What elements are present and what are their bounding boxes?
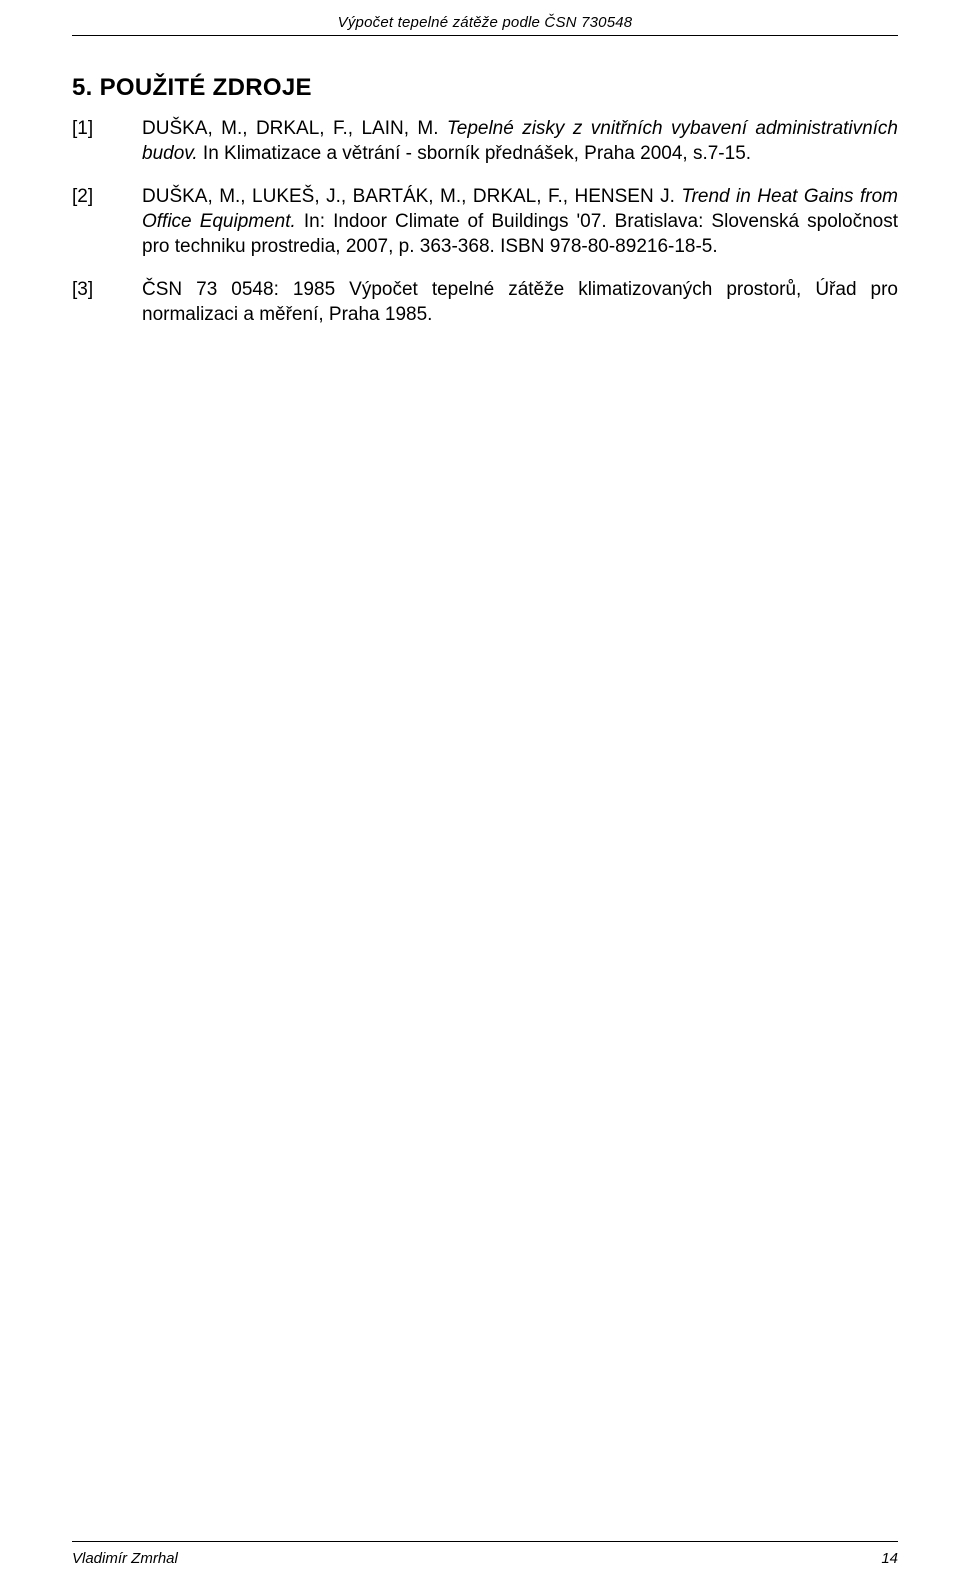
reference-text-pre: ČSN 73 0548: 1985 Výpočet tepelné zátěže…	[142, 279, 898, 325]
references-list: [1] DUŠKA, M., DRKAL, F., LAIN, M. Tepel…	[72, 116, 898, 328]
footer-page-number: 14	[881, 1550, 898, 1567]
reference-text-post: In Klimatizace a větrání - sborník předn…	[198, 143, 751, 164]
reference-item: [2] DUŠKA, M., LUKEŠ, J., BARTÁK, M., DR…	[72, 184, 898, 259]
reference-body: DUŠKA, M., LUKEŠ, J., BARTÁK, M., DRKAL,…	[142, 184, 898, 259]
running-title: Výpočet tepelné zátěže podle ČSN 730548	[72, 14, 898, 31]
reference-text-pre: DUŠKA, M., LUKEŠ, J., BARTÁK, M., DRKAL,…	[142, 186, 681, 207]
footer-rule	[72, 1541, 898, 1542]
reference-label: [3]	[72, 277, 142, 327]
reference-item: [3] ČSN 73 0548: 1985 Výpočet tepelné zá…	[72, 277, 898, 327]
reference-item: [1] DUŠKA, M., DRKAL, F., LAIN, M. Tepel…	[72, 116, 898, 166]
reference-label: [1]	[72, 116, 142, 166]
footer-author: Vladimír Zmrhal	[72, 1550, 178, 1567]
reference-text-pre: DUŠKA, M., DRKAL, F., LAIN, M.	[142, 118, 447, 139]
reference-body: ČSN 73 0548: 1985 Výpočet tepelné zátěže…	[142, 277, 898, 327]
page-footer: Vladimír Zmrhal 14	[72, 1550, 898, 1567]
reference-body: DUŠKA, M., DRKAL, F., LAIN, M. Tepelné z…	[142, 116, 898, 166]
reference-label: [2]	[72, 184, 142, 259]
document-page: Výpočet tepelné zátěže podle ČSN 730548 …	[0, 0, 960, 1589]
section-title: 5. POUŽITÉ ZDROJE	[72, 74, 898, 102]
header-rule	[72, 35, 898, 36]
